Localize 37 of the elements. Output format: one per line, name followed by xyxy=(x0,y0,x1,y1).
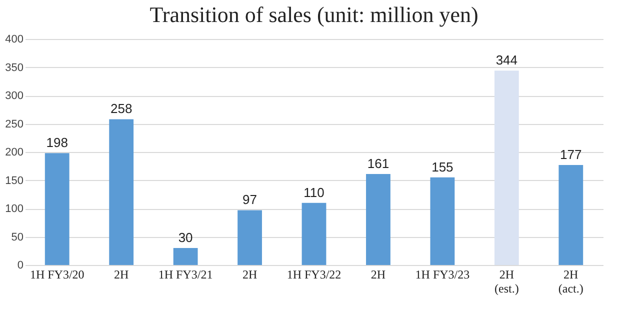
y-tick-label: 400 xyxy=(5,34,24,46)
bar xyxy=(558,164,584,265)
bar xyxy=(430,177,455,265)
x-tick-label: 1H FY3/22 xyxy=(286,268,342,282)
x-tick-label: 1H FY3/23 xyxy=(415,268,470,282)
data-label: 258 xyxy=(110,101,132,116)
y-tick-label: 200 xyxy=(5,146,24,158)
data-label: 97 xyxy=(242,192,258,208)
bar xyxy=(302,202,326,265)
bar xyxy=(44,153,70,265)
data-label: 161 xyxy=(367,156,390,172)
data-label: 110 xyxy=(304,184,324,200)
x-tick-label: 1H FY3/20 xyxy=(30,268,84,282)
x-tick-label: 2H xyxy=(242,268,258,282)
x-tick-label: 2H (est.) xyxy=(494,268,519,296)
x-tick-label: 2H xyxy=(370,268,386,282)
y-tick-label: 300 xyxy=(5,90,24,102)
y-tick-label: 350 xyxy=(5,62,24,74)
y-tick-label: 250 xyxy=(5,118,24,130)
y-tick-label: 150 xyxy=(5,174,24,187)
bar xyxy=(494,70,519,265)
chart-title: Transition of sales (unit: million yen) xyxy=(150,2,478,27)
x-tick-label: 1H FY3/21 xyxy=(158,268,213,282)
data-label: 155 xyxy=(432,159,454,174)
data-label: 198 xyxy=(46,135,68,150)
bar xyxy=(366,174,390,265)
bar xyxy=(238,210,262,265)
x-tick-label: 2H xyxy=(114,268,129,282)
data-label: 30 xyxy=(178,230,193,246)
y-tick-label: 50 xyxy=(11,231,24,244)
y-tick-label: 100 xyxy=(5,203,24,215)
x-tick-label: 2H (act.) xyxy=(558,268,584,296)
bar xyxy=(109,119,134,265)
data-label: 344 xyxy=(496,52,518,68)
data-label: 177 xyxy=(560,146,582,162)
bar xyxy=(173,248,198,265)
y-tick-label: 0 xyxy=(17,260,24,272)
